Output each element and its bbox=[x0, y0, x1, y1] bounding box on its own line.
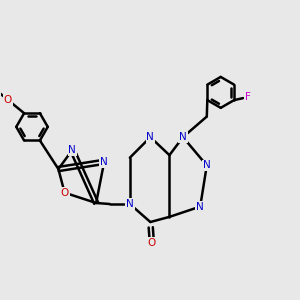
Text: N: N bbox=[126, 199, 134, 209]
Text: N: N bbox=[146, 132, 154, 142]
Text: F: F bbox=[244, 92, 250, 102]
Text: O: O bbox=[4, 95, 12, 105]
Text: O: O bbox=[61, 188, 69, 198]
Text: N: N bbox=[100, 157, 108, 167]
Text: N: N bbox=[203, 160, 211, 170]
Text: N: N bbox=[179, 132, 187, 142]
Text: N: N bbox=[196, 202, 204, 212]
Text: N: N bbox=[68, 145, 76, 155]
Text: O: O bbox=[148, 238, 156, 248]
